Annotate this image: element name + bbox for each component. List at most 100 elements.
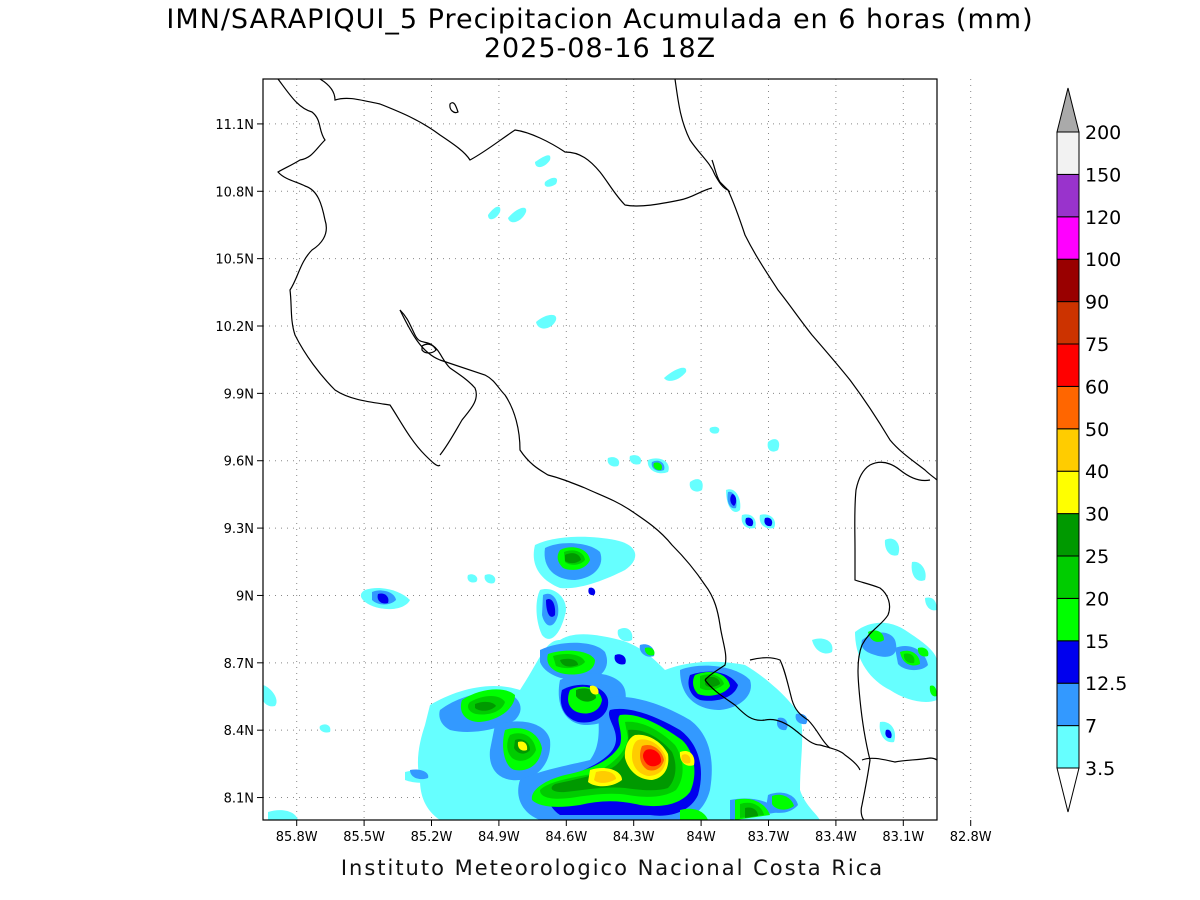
- lake-nicaragua-shore: [277, 79, 441, 467]
- lat-tick-label: 10.8N: [215, 185, 254, 200]
- map-title-line1: IMN/SARAPIQUI_5 Precipitacion Acumulada …: [166, 4, 1034, 35]
- precip-contour-40: [594, 770, 616, 783]
- precip-contour-7: [410, 769, 429, 780]
- gulf-of-nicoya: [399, 309, 477, 456]
- precip-contour-3p5: [884, 538, 900, 556]
- precipitation-field: [263, 155, 937, 820]
- colorbar-swatch: [1056, 640, 1080, 684]
- lon-tick-label: 84.6W: [545, 830, 587, 845]
- lat-tick-label: 9.6N: [224, 455, 254, 470]
- precip-contour-3p5: [467, 574, 478, 583]
- colorbar-swatch: [1056, 725, 1080, 769]
- precip-contour-3p5: [629, 455, 642, 465]
- precip-contour-3p5: [767, 439, 780, 452]
- precip-contour-3p5: [607, 457, 620, 467]
- lat-tick-label: 9.3N: [224, 522, 254, 537]
- colorbar-swatch: [1056, 428, 1080, 472]
- precip-contour-3p5: [617, 628, 633, 642]
- caribbean-coast: [674, 79, 937, 481]
- colorbar-label: 100: [1085, 249, 1121, 271]
- precip-contour-20: [903, 653, 915, 664]
- colorbar-swatch: [1056, 343, 1080, 387]
- burica-peninsula: [861, 757, 937, 763]
- precip-contour-3p5: [535, 155, 551, 168]
- colorbar-under-arrow: [1056, 767, 1080, 813]
- colorbar-swatch: [1056, 555, 1080, 599]
- precip-contour-3p5: [508, 207, 527, 223]
- precip-contour-3p5: [664, 367, 687, 381]
- nicoya-island: [421, 343, 437, 354]
- map-footer-credit: Instituto Meteorologico Nacional Costa R…: [340, 856, 885, 880]
- colorbar-label: 7: [1085, 716, 1097, 738]
- precip-contour-12p5: [885, 729, 892, 739]
- map-title-line2: 2025-08-16 18Z: [483, 33, 717, 64]
- precip-contour-3p5: [544, 177, 558, 187]
- precip-contour-3p5: [812, 638, 833, 654]
- colorbar-swatch: [1056, 216, 1080, 260]
- precip-contour-15: [680, 808, 708, 820]
- lon-tick-label: 85.2W: [411, 830, 453, 845]
- precip-contour-12p5: [745, 517, 754, 527]
- colorbar-over-arrow: [1056, 87, 1080, 133]
- colorbar-swatch: [1056, 173, 1080, 218]
- precip-contour-3p5: [263, 685, 277, 707]
- colorbar: 3.5 7 12.5 15 20 25 30 40 50 60 75 90 100 120 150 200: [1056, 87, 1127, 813]
- colorbar-label: 30: [1085, 504, 1109, 526]
- colorbar-swatch: [1056, 301, 1080, 345]
- nicoya-inner: [399, 309, 727, 681]
- precip-contour-25: [565, 553, 581, 564]
- caribbean-inlet: [711, 159, 731, 193]
- colorbar-swatch: [1056, 470, 1080, 515]
- precip-contour-30: [589, 685, 599, 695]
- colorbar-label: 3.5: [1085, 758, 1115, 780]
- lat-tick-label: 9N: [236, 589, 254, 604]
- lat-tick-label: 10.5N: [215, 253, 254, 268]
- osa-peninsula: [749, 657, 831, 749]
- precip-contour-25: [475, 701, 496, 711]
- colorbar-swatch: [1056, 258, 1080, 303]
- colorbar-swatch: [1056, 131, 1080, 175]
- precip-contour-12p5: [588, 587, 596, 596]
- precip-contour-15: [917, 647, 929, 657]
- precip-contour-3p5: [536, 314, 557, 329]
- colorbar-label: 25: [1085, 546, 1109, 568]
- precip-contour-12p5: [546, 599, 556, 617]
- precip-contour-3p5: [425, 794, 441, 804]
- colorbar-swatch: [1056, 682, 1080, 727]
- precip-contour-3p5: [319, 724, 331, 733]
- precip-contour-15: [772, 794, 794, 810]
- lon-tick-label: 83.7W: [748, 830, 790, 845]
- precip-contour-12p5: [377, 593, 389, 604]
- lat-tick-label: 8.4N: [224, 724, 254, 739]
- colorbar-label: 60: [1085, 376, 1109, 398]
- lon-tick-label: 83.1W: [882, 830, 924, 845]
- lon-tick-label: 82.8W: [950, 830, 992, 845]
- map-frame: [262, 78, 938, 821]
- lat-tick-label: 11.1N: [215, 118, 254, 133]
- lat-tick-label: 9.9N: [224, 387, 254, 402]
- precip-contour-12p5: [764, 517, 773, 527]
- lon-tick-label: 84W: [686, 830, 716, 845]
- precip-contour-3p5: [925, 597, 937, 611]
- precip-contour-25: [560, 658, 578, 667]
- lat-tick-label: 8.7N: [224, 657, 254, 672]
- lon-tick-label: 84.3W: [613, 830, 655, 845]
- lon-tick-label: 85.5W: [343, 830, 385, 845]
- colorbar-label: 120: [1085, 207, 1121, 229]
- lon-tick-label: 85.8W: [276, 830, 318, 845]
- precip-contour-12p5: [730, 494, 737, 506]
- precip-contour-25: [745, 807, 758, 818]
- coastlines-and-borders: [277, 79, 937, 820]
- colorbar-swatch: [1056, 385, 1080, 430]
- precip-contour-15: [868, 630, 884, 642]
- precip-contour-40: [681, 754, 691, 764]
- precip-contour-3p5: [484, 574, 496, 584]
- precip-contour-12p5: [614, 654, 626, 665]
- colorbar-label: 75: [1085, 334, 1109, 356]
- precip-contour-3p5: [488, 206, 501, 220]
- colorbar-label: 20: [1085, 588, 1109, 610]
- colorbar-label: 12.5: [1085, 673, 1127, 695]
- precip-contour-15: [929, 685, 937, 697]
- lon-tick-label: 84.9W: [478, 830, 520, 845]
